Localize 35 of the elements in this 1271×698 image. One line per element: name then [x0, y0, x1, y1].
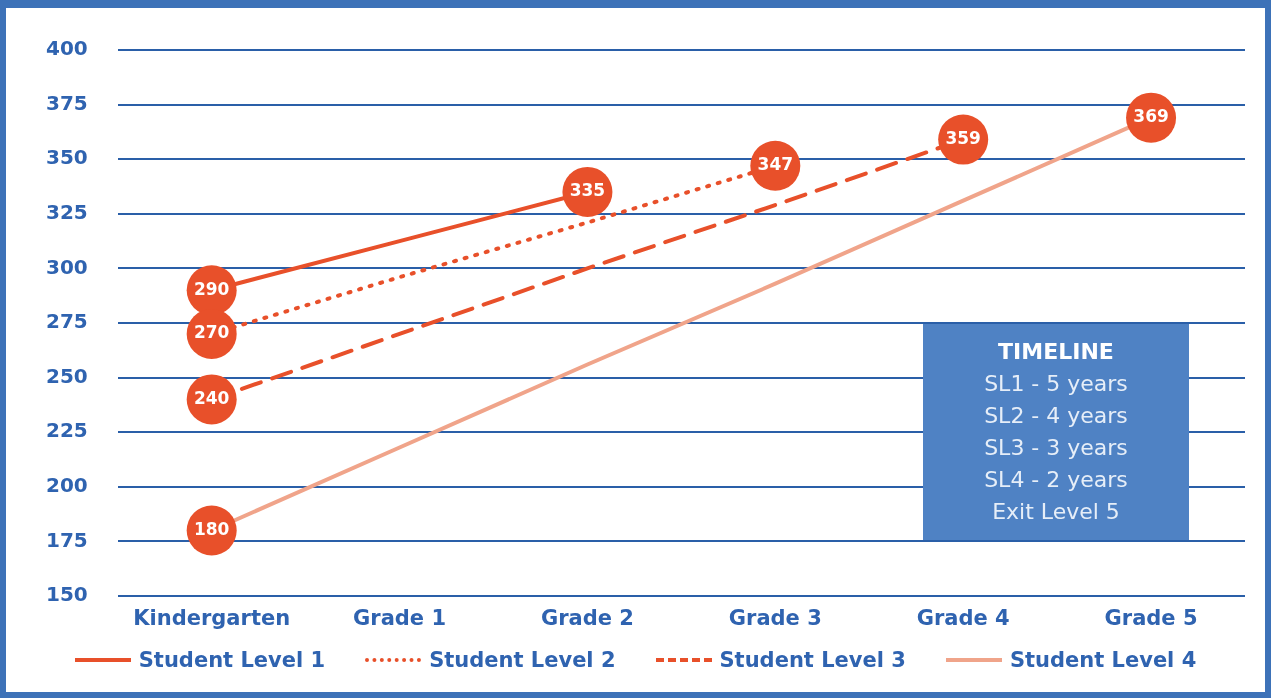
x-tick-label: Grade 4 [916, 606, 1010, 631]
annotation: SL3 - 3 years [983, 434, 1129, 462]
x-tick-label: Grade 3 [728, 606, 822, 631]
data-label: 335 [569, 180, 606, 201]
x-tick-label: Kindergarten [133, 606, 291, 631]
legend-label: Student Level 1 [138, 648, 326, 672]
annotation: TIMELINE [997, 338, 1115, 366]
data-label: 290 [193, 278, 230, 299]
y-tick-label: 175 [46, 527, 88, 552]
annotation: Exit Level 5 [991, 498, 1121, 526]
y-tick-label: 300 [46, 254, 88, 279]
y-tick-label: 275 [46, 309, 88, 334]
y-tick-label: 350 [46, 145, 88, 170]
data-label: 359 [945, 127, 981, 148]
y-tick-label: 250 [46, 363, 88, 388]
y-tick-label: 375 [46, 90, 88, 115]
y-tick-label: 150 [46, 582, 88, 607]
y-tick-label: 400 [46, 36, 88, 61]
legend-label: Student Level 2 [429, 648, 616, 672]
legend-label: Student Level 4 [1009, 648, 1197, 672]
x-tick-label: Grade 2 [540, 606, 634, 631]
x-tick-label: Grade 5 [1104, 606, 1198, 631]
y-tick-label: 225 [46, 418, 88, 443]
data-label: 240 [193, 387, 230, 408]
annotation: SL1 - 5 years [983, 370, 1129, 398]
data-label: 347 [757, 154, 794, 175]
x-tick-label: Grade 1 [353, 606, 447, 631]
y-tick-label: 325 [46, 200, 88, 224]
data-label: 270 [193, 322, 230, 343]
data-label: 180 [193, 518, 230, 539]
data-label: 369 [1133, 106, 1169, 127]
annotation: SL2 - 4 years [983, 402, 1129, 430]
annotation: SL4 - 2 years [983, 466, 1129, 494]
y-tick-label: 200 [46, 473, 88, 497]
legend-label: Student Level 3 [719, 648, 906, 672]
